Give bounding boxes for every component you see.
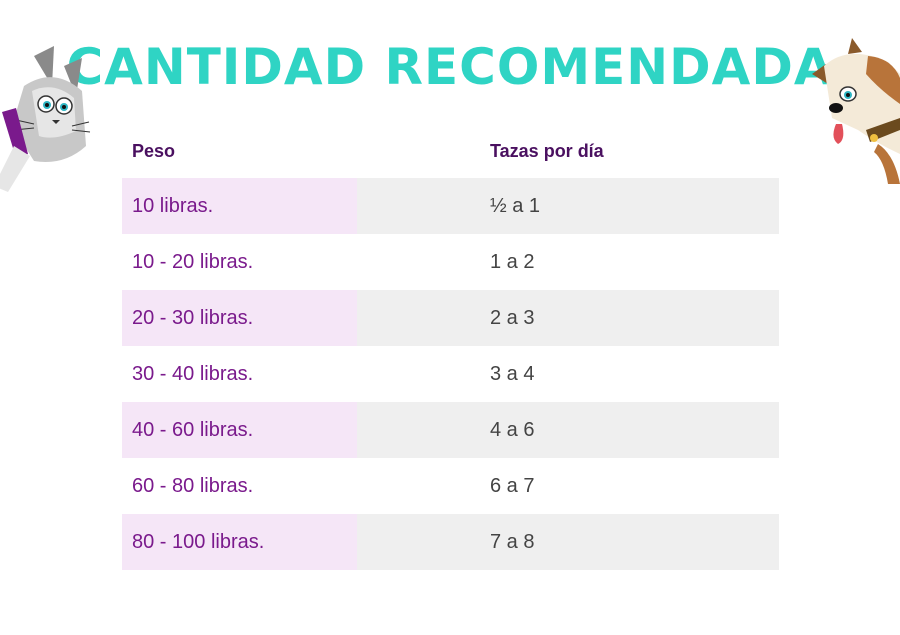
cat-illustration: [0, 46, 91, 192]
cups-cell: 3 a 4: [490, 362, 535, 385]
table-row: 80 - 100 libras. 7 a 8: [122, 514, 779, 570]
table-row: 10 - 20 libras. 1 a 2: [122, 234, 779, 290]
header-weight: Peso: [132, 140, 176, 161]
weight-cell: 10 - 20 libras.: [132, 250, 254, 273]
cups-cell: 1 a 2: [490, 250, 535, 273]
weight-cell: 40 - 60 libras.: [122, 402, 357, 458]
table-row: 10 libras. ½ a 1: [122, 178, 779, 234]
table-header: Peso Tazas por día: [122, 124, 779, 178]
cups-cell: 4 a 6: [480, 402, 779, 458]
weight-cell: 10 libras.: [122, 178, 357, 234]
table-row: 40 - 60 libras. 4 a 6: [122, 402, 779, 458]
cups-cell: 2 a 3: [480, 290, 779, 346]
header-cups-per-day: Tazas por día: [490, 140, 604, 161]
cups-cell: 6 a 7: [490, 474, 535, 497]
dog-illustration: [812, 38, 900, 184]
table-row: 20 - 30 libras. 2 a 3: [122, 290, 779, 346]
table-row: 60 - 80 libras. 6 a 7: [122, 458, 779, 514]
weight-cell: 60 - 80 libras.: [132, 474, 254, 497]
weight-cell: 80 - 100 libras.: [122, 514, 357, 570]
page-title: CANTIDAD RECOMENDADA: [66, 38, 834, 96]
feeding-table: Peso Tazas por día 10 libras. ½ a 1 10 -…: [122, 124, 779, 570]
weight-cell: 30 - 40 libras.: [132, 362, 254, 385]
cups-cell: 7 a 8: [480, 514, 779, 570]
table-row: 30 - 40 libras. 3 a 4: [122, 346, 779, 402]
cups-cell: ½ a 1: [480, 178, 779, 234]
weight-cell: 20 - 30 libras.: [122, 290, 357, 346]
